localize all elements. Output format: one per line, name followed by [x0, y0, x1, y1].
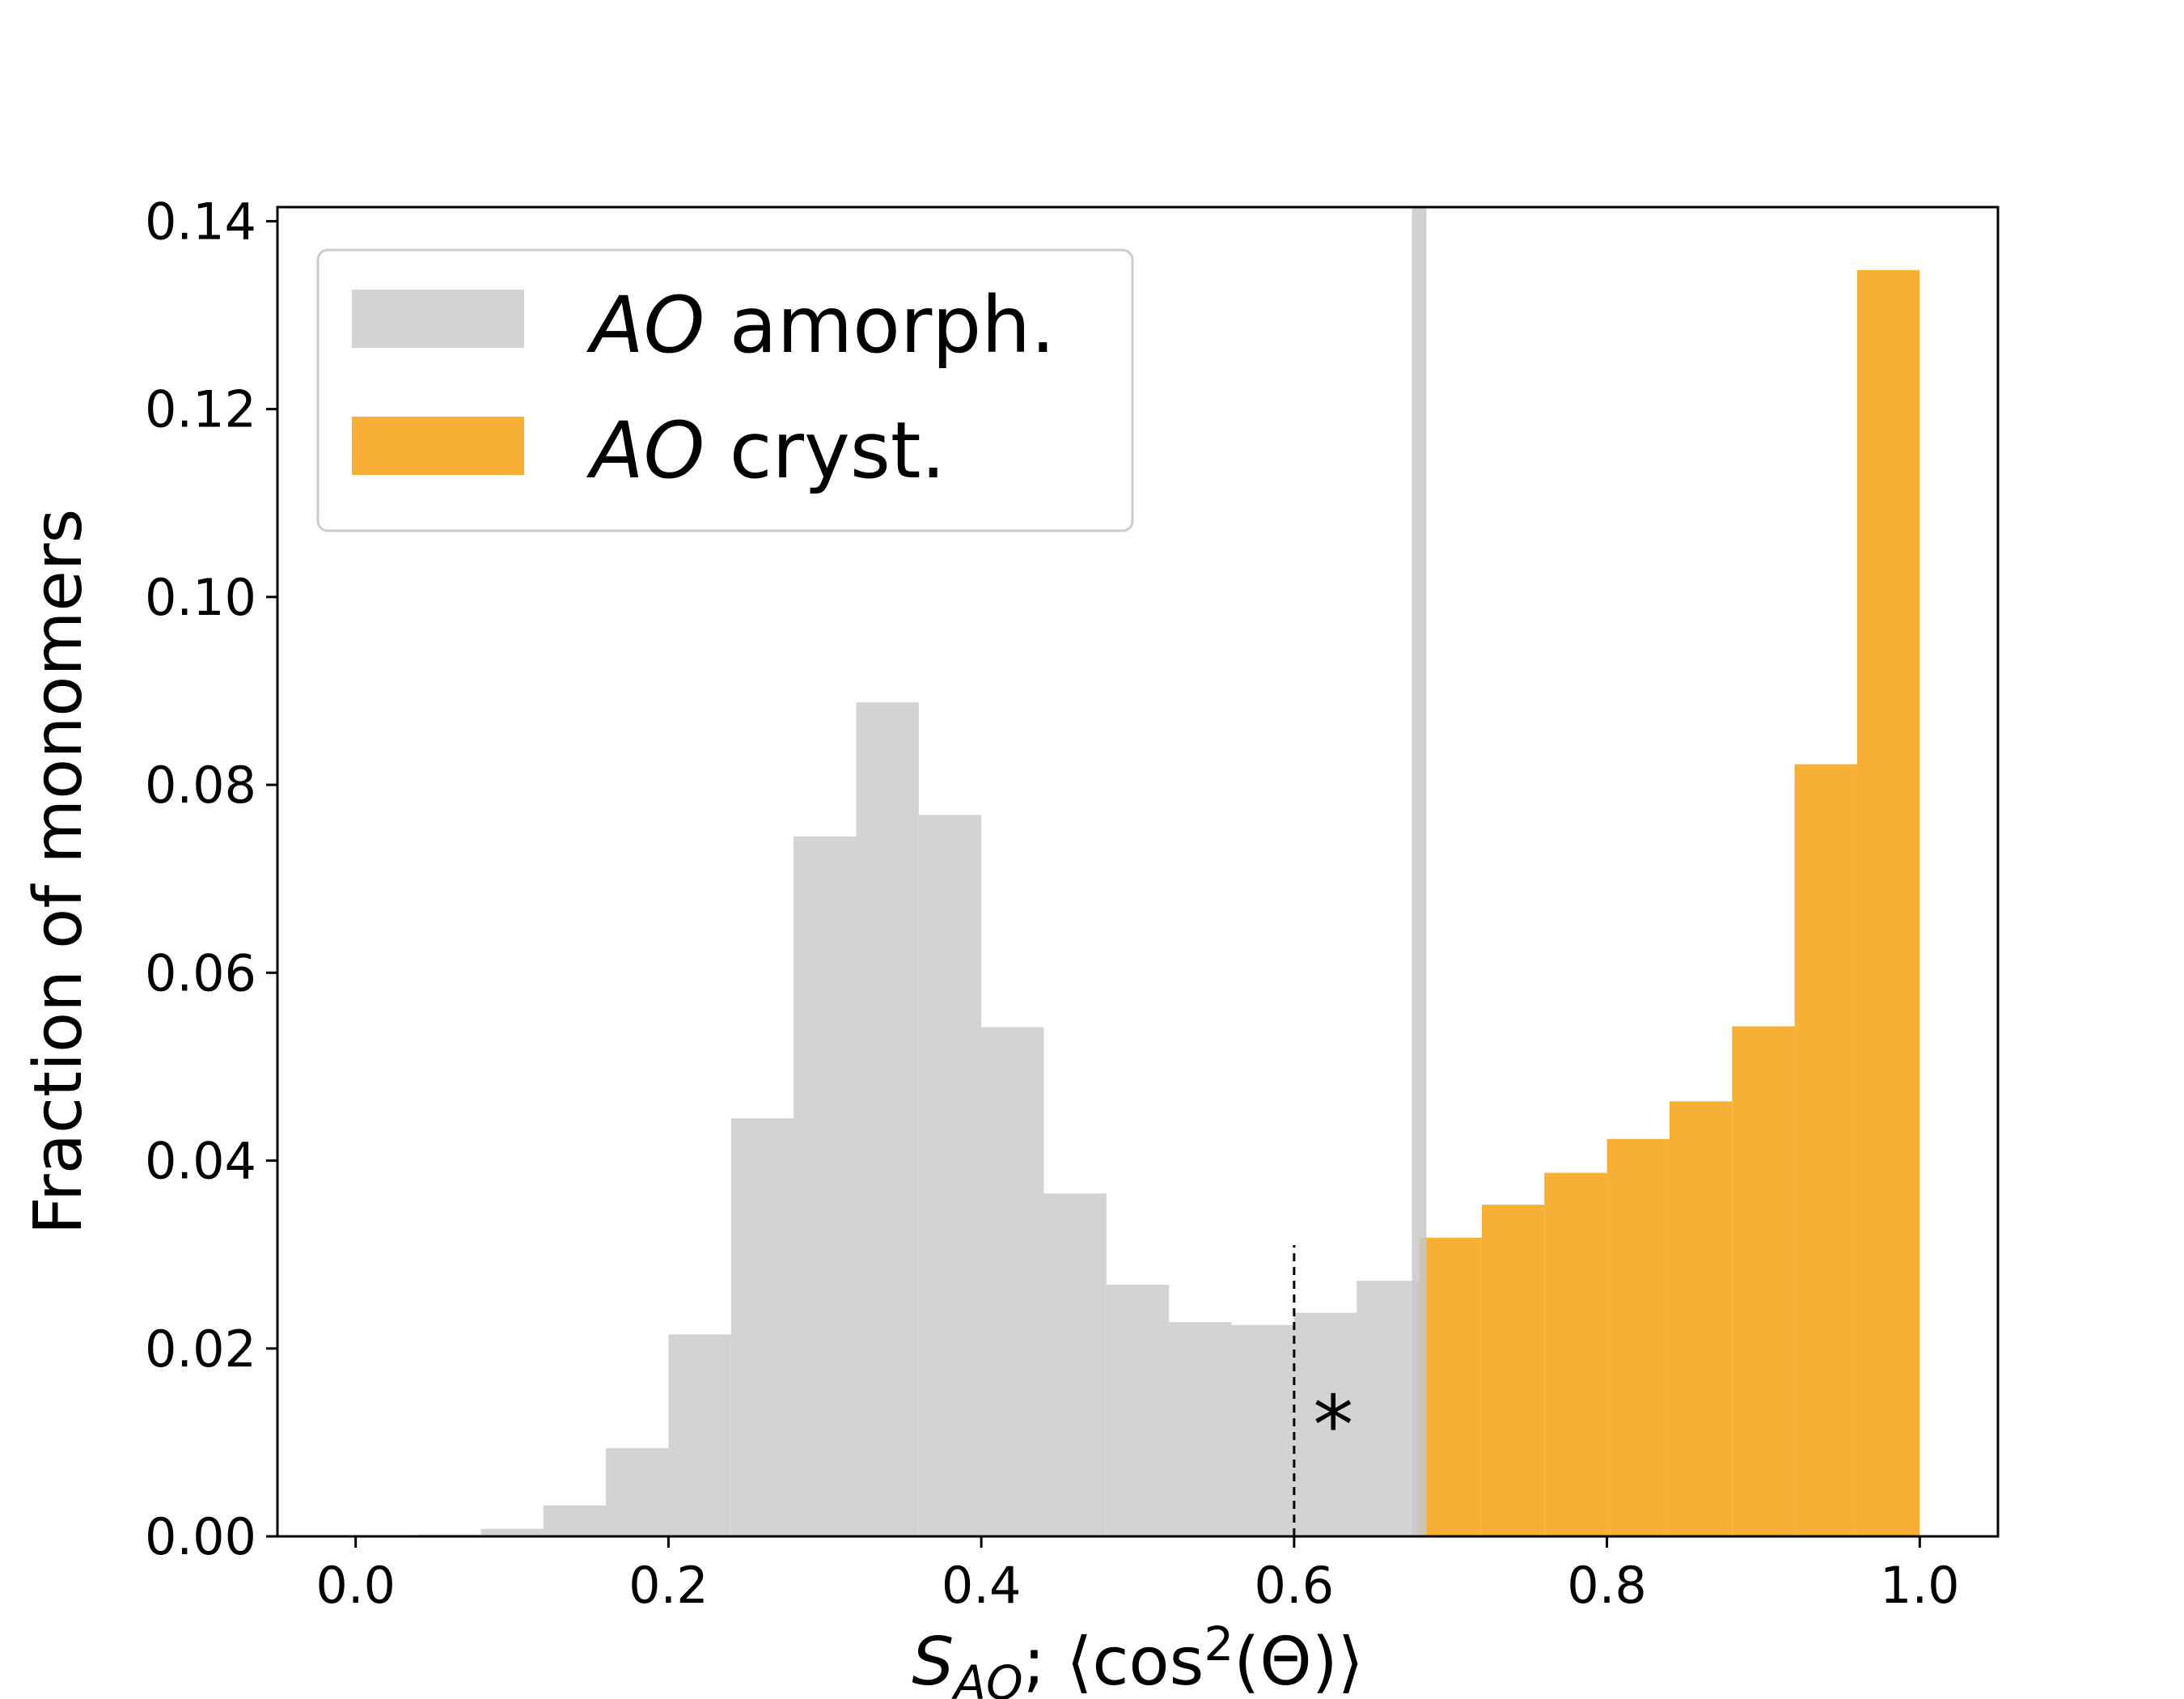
x-axis-label-middle: ; ⟨cos	[1023, 1624, 1204, 1699]
y-tick-label: 0.14	[145, 192, 256, 251]
bar-amorph-6	[794, 836, 857, 1536]
asterisk-annotation: *	[1313, 1378, 1353, 1472]
y-tick-label: 0.04	[145, 1132, 256, 1191]
bar-amorph-2	[543, 1505, 607, 1536]
x-tick-label: 1.0	[1880, 1556, 1960, 1615]
bar-cryst-1	[1481, 1205, 1545, 1536]
y-tick-label: 0.10	[145, 568, 256, 627]
x-tick-label: 0.6	[1255, 1556, 1335, 1615]
bar-cryst-3	[1606, 1138, 1670, 1536]
bar-cryst-6	[1794, 764, 1857, 1536]
bar-amorph-5	[730, 1118, 794, 1536]
bar-cryst-0	[1419, 1237, 1482, 1536]
bar-amorph-10	[1043, 1193, 1107, 1536]
legend-swatch-cryst	[352, 417, 524, 475]
bar-amorph-4	[668, 1334, 731, 1536]
bars-layer	[418, 269, 1920, 1536]
bar-amorph-14	[1293, 1312, 1357, 1536]
bar-amorph-12	[1169, 1322, 1232, 1536]
legend-label-cryst: AO cryst.	[586, 405, 946, 496]
legend: AO amorph. AO cryst.	[316, 248, 1134, 532]
y-axis-label: Fraction of monomers	[20, 509, 97, 1235]
bar-amorph-8	[918, 815, 982, 1536]
y-tick-label: 0.12	[145, 380, 256, 439]
bar-cryst-5	[1732, 1026, 1795, 1536]
ticks-layer: 0.0 0.2 0.4 0.6 0.8 1.0 0.00 0.02 0.04 0.06 0.08 0.…	[145, 192, 1960, 1615]
legend-label-amorph: AO amorph.	[586, 280, 1056, 371]
annotations-layer: *	[1313, 1378, 1353, 1472]
bar-amorph-15	[1357, 1281, 1420, 1536]
bar-cryst-2	[1544, 1172, 1607, 1536]
bar-amorph-7	[856, 701, 919, 1536]
bar-amorph-1	[480, 1528, 544, 1536]
y-tick-label: 0.06	[145, 943, 256, 1002]
x-axis-label: SAO; ⟨cos2(Θ)⟩	[912, 1616, 1364, 1699]
x-axis-label-tail: (Θ)⟩	[1234, 1624, 1364, 1699]
bar-cryst-4	[1669, 1101, 1733, 1536]
bar-cryst-7	[1856, 269, 1920, 1536]
bar-amorph-13	[1231, 1324, 1294, 1536]
x-tick-label: 0.2	[629, 1556, 709, 1615]
bar-amorph-11	[1106, 1284, 1170, 1536]
legend-swatch-amorph	[352, 290, 524, 348]
bar-amorph-3	[606, 1447, 669, 1536]
x-tick-label: 0.0	[315, 1556, 396, 1615]
y-tick-label: 0.00	[145, 1507, 256, 1566]
x-axis-label-subscript: AO	[950, 1655, 1022, 1699]
bar-amorph-9	[981, 1027, 1044, 1536]
plot-frame	[276, 205, 2000, 1538]
x-axis-label-superscript: 2	[1204, 1616, 1234, 1671]
x-axis-label-base: S	[912, 1624, 954, 1699]
reference-lines-layer	[1293, 207, 1427, 1536]
x-tick-label: 0.4	[942, 1556, 1022, 1615]
y-tick-label: 0.02	[145, 1320, 256, 1379]
y-tick-label: 0.08	[145, 756, 256, 815]
x-tick-label: 0.8	[1567, 1556, 1647, 1615]
